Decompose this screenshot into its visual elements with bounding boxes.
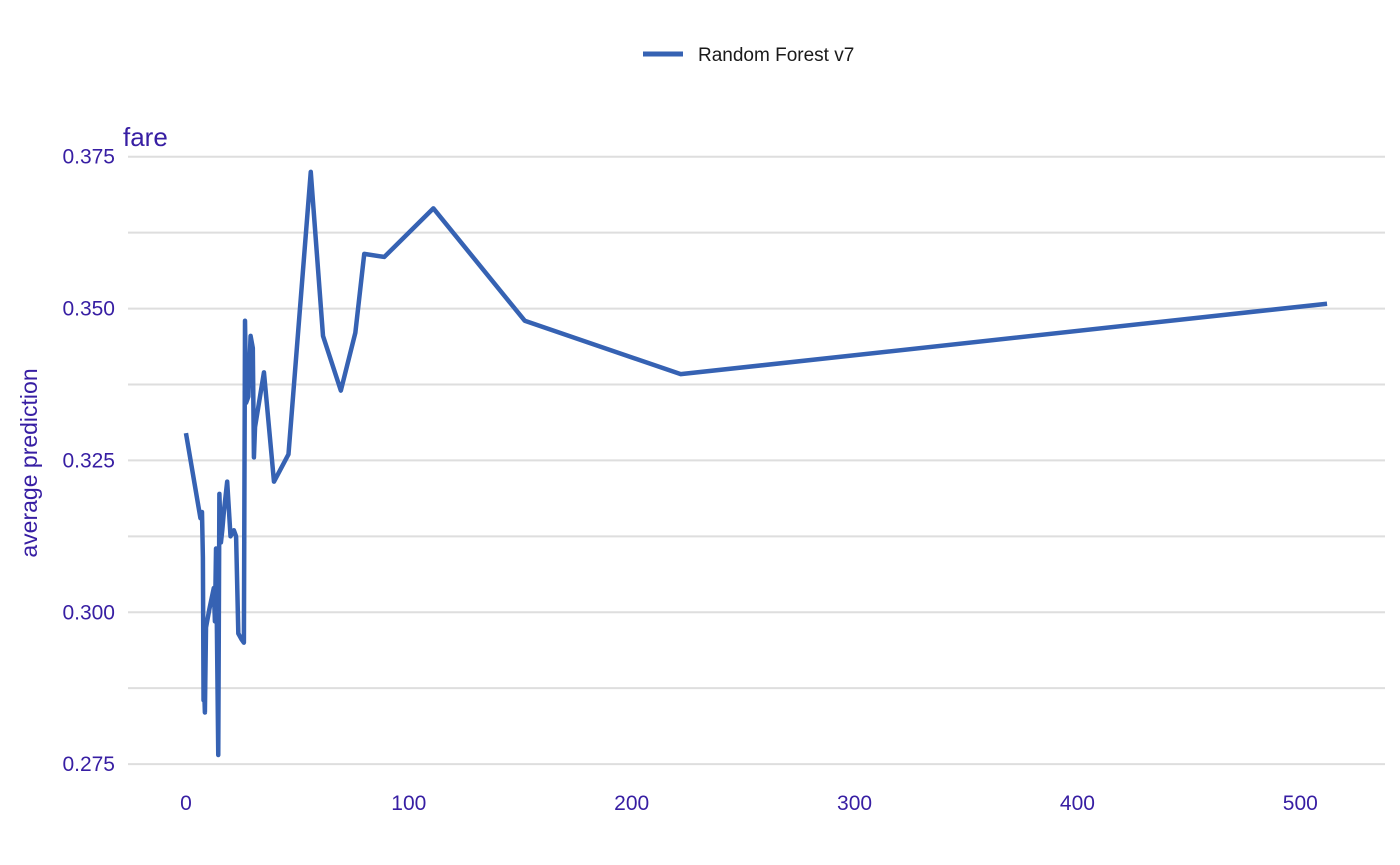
- x-tick-label-0: 0: [180, 792, 192, 815]
- y-tick-label-4: 0.375: [62, 146, 115, 169]
- series-group: [183, 169, 1328, 758]
- x-axis-ticks: 0 100 200 300 400 500: [180, 792, 1318, 815]
- x-tick-label-2: 200: [614, 792, 649, 815]
- y-tick-label-0: 0.275: [62, 753, 115, 776]
- x-tick-label-5: 500: [1283, 792, 1318, 815]
- y-axis-ticks: 0.275 0.300 0.325 0.350 0.375: [62, 146, 115, 776]
- y-tick-label-2: 0.325: [62, 449, 115, 472]
- y-tick-label-3: 0.350: [62, 298, 115, 321]
- legend-label-random-forest-v7: Random Forest v7: [698, 45, 854, 66]
- y-tick-label-1: 0.300: [62, 601, 115, 624]
- legend: Random Forest v7: [643, 45, 854, 66]
- x-tick-label-4: 400: [1060, 792, 1095, 815]
- x-tick-label-1: 100: [391, 792, 426, 815]
- panel-title: fare: [123, 122, 168, 152]
- series-line-0: [183, 169, 1328, 758]
- y-axis-label: average prediction: [16, 368, 42, 557]
- x-tick-label-3: 300: [837, 792, 872, 815]
